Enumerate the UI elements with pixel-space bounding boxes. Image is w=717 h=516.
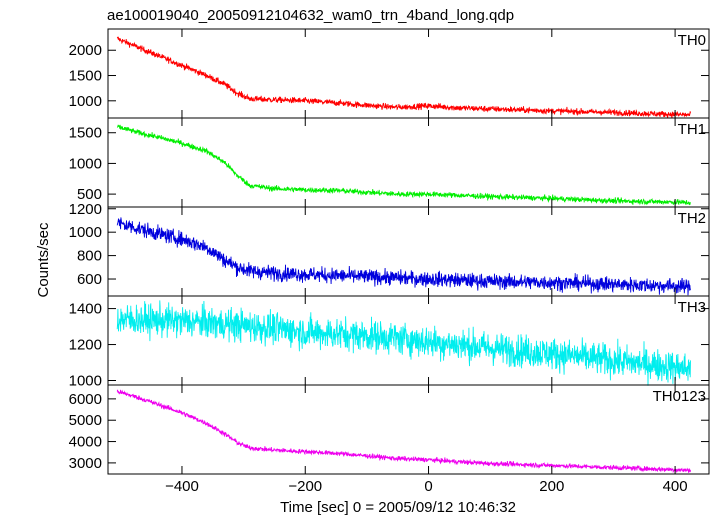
y-tick-label: 1000 xyxy=(69,224,102,241)
y-tick-label: 1000 xyxy=(69,93,102,110)
series-line-th1 xyxy=(116,124,691,206)
panel-name-label: TH3 xyxy=(678,299,706,316)
panel-th1: 500 1000 1500 TH1 xyxy=(69,117,710,208)
y-axis-label: Counts/sec xyxy=(35,222,52,298)
y-tick-label: 800 xyxy=(77,248,102,265)
x-tick-label: 200 xyxy=(539,478,564,495)
y-tick-label: 6000 xyxy=(69,391,102,408)
y-tick-label: 1200 xyxy=(69,337,102,354)
series-line-th0 xyxy=(116,36,691,119)
x-tick-label: −400 xyxy=(165,478,199,495)
y-tick-label: 1200 xyxy=(69,201,102,218)
panel-name-label: TH0 xyxy=(678,32,706,49)
panel-th0123: 3000 4000 5000 6000 TH0123 xyxy=(69,384,710,475)
panel-name-label: TH1 xyxy=(678,121,706,138)
y-tick-label: 1000 xyxy=(69,373,102,390)
series-line-th2 xyxy=(116,217,691,296)
y-tick-label: 1000 xyxy=(69,155,102,172)
x-axis: −400 −200 0 200 400 xyxy=(165,478,688,495)
x-axis-label: Time [sec] 0 = 2005/09/12 10:46:32 xyxy=(280,499,516,516)
chart-title: ae100019040_20050912104632_wam0_trn_4ban… xyxy=(107,7,514,24)
panel-th3: 1000 1200 1400 TH3 xyxy=(69,295,710,390)
panel-name-label: TH2 xyxy=(678,210,706,227)
y-tick-label: 2000 xyxy=(69,42,102,59)
panel-frame xyxy=(107,117,710,208)
y-tick-label: 1500 xyxy=(69,125,102,142)
y-tick-label: 3000 xyxy=(69,455,102,472)
y-tick-label: 600 xyxy=(77,271,102,288)
y-tick-label: 1500 xyxy=(69,68,102,85)
panel-frame xyxy=(107,384,710,475)
y-tick-label: 4000 xyxy=(69,434,102,451)
y-tick-label: 5000 xyxy=(69,412,102,429)
y-tick-label: 500 xyxy=(77,186,102,203)
series-line-th0123 xyxy=(116,389,691,474)
series-line-th3 xyxy=(116,300,691,386)
x-tick-label: 400 xyxy=(663,478,688,495)
x-tick-label: 0 xyxy=(424,478,432,495)
panel-th0: 1000 1500 2000 TH0 xyxy=(69,28,710,119)
panel-th2: 600 800 1000 1200 TH2 xyxy=(69,201,710,297)
panel-name-label: TH0123 xyxy=(653,388,706,405)
y-tick-label: 1400 xyxy=(69,301,102,318)
x-tick-label: −200 xyxy=(288,478,322,495)
